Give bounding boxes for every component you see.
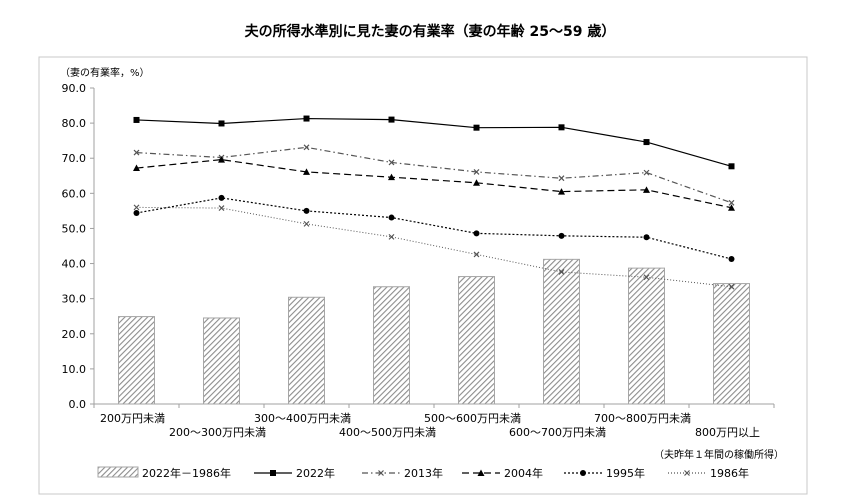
y-tick-label: 40.0 [62,258,87,271]
bar [543,258,580,405]
x-category-label: 600～700万円未満 [509,426,606,439]
point-square-marker [473,124,480,131]
chart-title: 夫の所得水準別に見た妻の有業率（妻の年齢 25～59 歳） [245,23,616,40]
series-line [136,197,732,260]
point-square-marker [558,124,565,131]
point-triangle-marker [728,204,735,211]
series-line [136,146,732,204]
x-category-label: 700～800万円未満 [594,412,691,425]
x-category-label: 300～400万円未満 [254,412,351,425]
point-x-marker [303,220,310,227]
legend-label: 2004年 [504,466,543,480]
point-x-marker [558,269,565,275]
legend-label: 1995年 [606,466,645,480]
point-square-marker [303,115,310,122]
y-tick-label: 30.0 [62,293,87,306]
point-triangle-marker [218,156,225,163]
point-x-marker [473,251,480,258]
x-category-label: 400～500万円未満 [339,426,436,439]
plot-area: 0.0 10.0 20.0 30.0 40.0 50.0 60.0 70.0 80.0 90.0 2… [62,82,775,439]
legend-label: 2022年 [296,466,335,480]
point-triangle-marker [558,188,565,195]
point-square-marker [643,139,650,146]
point-circle-marker [133,209,140,216]
bar [288,296,325,405]
point-square-marker [270,470,276,476]
point-circle-marker [580,470,586,476]
y-axis-label: （妻の有業率，%） [60,66,150,79]
point-x-marker [133,204,140,211]
x-category-label: 800万円以上 [695,426,760,439]
point-triangle-marker [133,164,140,172]
point-square-marker [728,163,735,170]
point-x-marker [473,168,480,175]
legend: 2022年－1986年 2022年 2013年 2004年 1995年 1986年 [97,466,749,480]
legend-label: 2013年 [404,466,443,480]
point-x-marker [133,149,140,156]
bar [373,286,410,405]
point-x-marker [388,233,395,240]
series-line [136,159,732,209]
x-category-label: 200万円未満 [100,412,165,425]
bar [203,317,240,405]
bar [628,267,665,405]
legend-bar-swatch [97,466,139,478]
y-tick-label: 60.0 [62,187,87,200]
point-x-marker [643,274,650,281]
point-circle-marker [728,255,735,262]
point-x-marker [684,470,690,476]
point-x-marker [218,205,225,212]
point-square-marker [388,116,395,123]
y-tick-label: 0.0 [69,398,87,411]
point-circle-marker [558,232,565,239]
point-square-marker [218,120,225,127]
point-circle-marker [643,234,650,241]
x-category-label: 200～300万円未満 [169,426,266,439]
y-tick-label: 90.0 [62,82,87,95]
point-x-marker [728,199,735,206]
point-circle-marker [473,230,480,237]
y-tick-label: 70.0 [62,152,87,165]
y-tick-label: 80.0 [62,117,87,130]
y-tick-label: 10.0 [62,363,87,376]
point-circle-marker [303,207,310,214]
point-circle-marker [388,214,395,221]
series-line [136,206,732,288]
legend-label: 2022年－1986年 [142,466,231,480]
point-x-marker [388,159,395,166]
point-triangle-marker [643,186,650,193]
point-triangle-marker [303,168,310,175]
chart-frame [38,56,808,495]
bar [118,316,155,405]
point-x-marker [558,175,565,182]
x-category-label: 500～600万円未満 [424,412,521,425]
point-triangle-marker [473,179,480,186]
point-x-marker [378,470,384,476]
legend-label: 1986年 [710,466,749,480]
point-triangle-marker [388,173,395,181]
x-axis-note: （夫昨年１年間の稼働所得） [654,448,784,461]
point-circle-marker [218,194,225,201]
y-tick-label: 50.0 [62,222,87,235]
bar [458,276,495,405]
point-x-marker [643,169,650,176]
point-square-marker [133,116,140,123]
bar [713,283,750,405]
y-tick-label: 20.0 [62,328,87,341]
point-x-marker [303,144,310,151]
point-x-marker [728,283,735,290]
series-line [136,117,732,167]
point-triangle-marker [477,469,485,476]
